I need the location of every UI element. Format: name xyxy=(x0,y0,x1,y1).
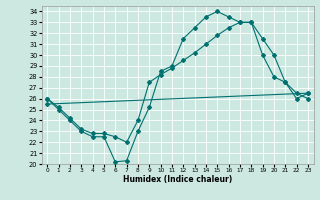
X-axis label: Humidex (Indice chaleur): Humidex (Indice chaleur) xyxy=(123,175,232,184)
